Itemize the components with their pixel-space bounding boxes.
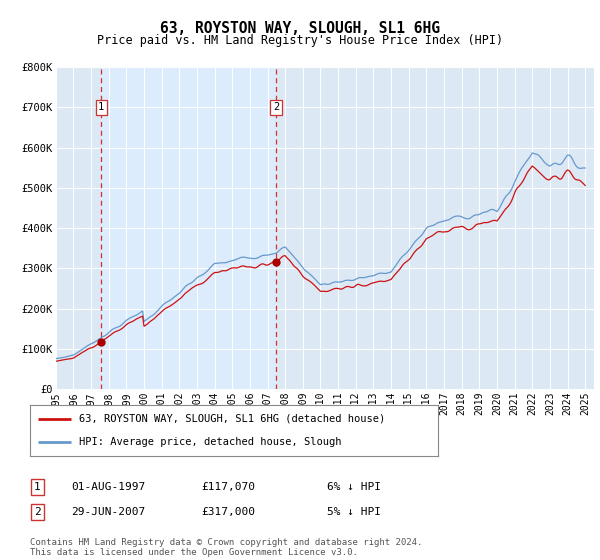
- Text: 2: 2: [273, 102, 280, 113]
- Text: 63, ROYSTON WAY, SLOUGH, SL1 6HG (detached house): 63, ROYSTON WAY, SLOUGH, SL1 6HG (detach…: [79, 414, 385, 424]
- Text: 29-JUN-2007: 29-JUN-2007: [71, 507, 145, 517]
- Text: 1: 1: [34, 482, 41, 492]
- Text: 01-AUG-1997: 01-AUG-1997: [71, 482, 145, 492]
- Text: 1: 1: [98, 102, 104, 113]
- Bar: [101, 67, 276, 389]
- Text: £317,000: £317,000: [201, 507, 255, 517]
- Text: 2: 2: [34, 507, 41, 517]
- Text: Contains HM Land Registry data © Crown copyright and database right 2024.
This d: Contains HM Land Registry data © Crown c…: [30, 538, 422, 557]
- Text: HPI: Average price, detached house, Slough: HPI: Average price, detached house, Slou…: [79, 437, 341, 447]
- Text: 5% ↓ HPI: 5% ↓ HPI: [327, 507, 381, 517]
- Text: £117,070: £117,070: [201, 482, 255, 492]
- Text: 6% ↓ HPI: 6% ↓ HPI: [327, 482, 381, 492]
- Text: 63, ROYSTON WAY, SLOUGH, SL1 6HG: 63, ROYSTON WAY, SLOUGH, SL1 6HG: [160, 21, 440, 36]
- Text: Price paid vs. HM Land Registry's House Price Index (HPI): Price paid vs. HM Land Registry's House …: [97, 34, 503, 46]
